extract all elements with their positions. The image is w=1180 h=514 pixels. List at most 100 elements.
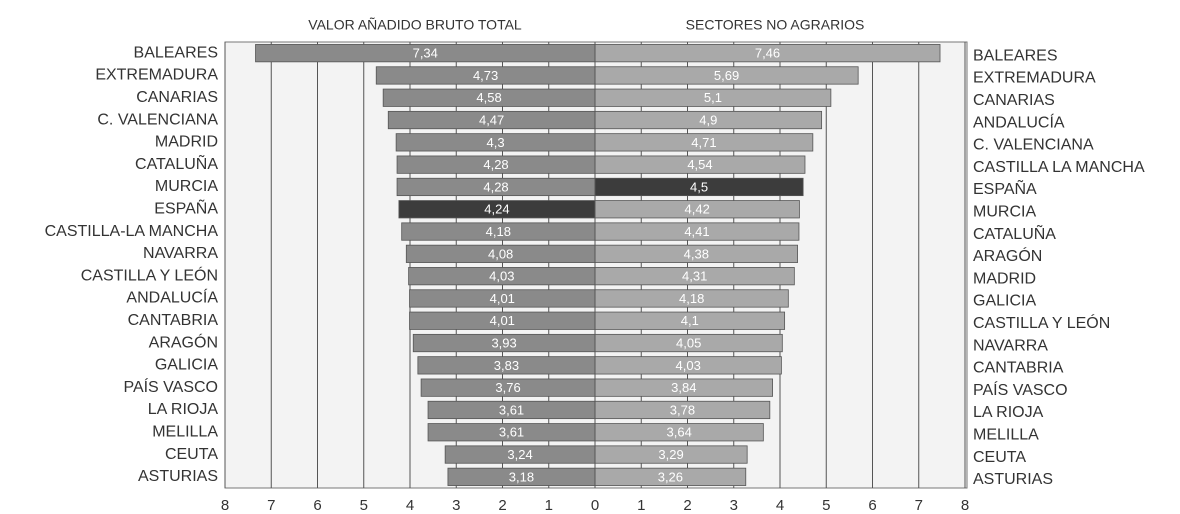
value-label: 4,24	[484, 202, 509, 217]
x-tick-label: 5	[360, 497, 368, 514]
category-label: ASTURIAS	[138, 468, 218, 485]
category-label: MURCIA	[973, 203, 1036, 220]
x-tick-label: 0	[591, 497, 599, 514]
value-label: 4,03	[489, 269, 514, 284]
x-tick-label: 2	[683, 497, 691, 514]
category-label: GALICIA	[155, 357, 218, 374]
value-label: 4,18	[679, 291, 704, 306]
value-label: 3,26	[658, 469, 683, 484]
category-label: BALEARES	[973, 47, 1057, 64]
category-label: EXTREMADURA	[95, 67, 218, 84]
category-label: MELILLA	[152, 423, 218, 440]
x-tick-label: 1	[637, 497, 645, 514]
category-label: CANTABRIA	[128, 312, 219, 329]
value-label: 4,18	[486, 224, 511, 239]
value-label: 4,28	[483, 179, 508, 194]
value-label: 3,84	[671, 380, 696, 395]
x-tick-label: 4	[776, 497, 784, 514]
value-label: 5,1	[704, 90, 722, 105]
x-tick-label: 5	[822, 497, 830, 514]
category-label: ANDALUCÍA	[126, 288, 218, 307]
value-label: 4,5	[690, 179, 708, 194]
category-label: C. VALENCIANA	[97, 111, 218, 128]
category-label: LA RIOJA	[148, 401, 219, 418]
category-label: CATALUÑA	[973, 223, 1056, 243]
category-label: CANTABRIA	[973, 360, 1064, 377]
category-label: ANDALUCÍA	[973, 112, 1065, 131]
value-label: 4,03	[676, 358, 701, 373]
category-label: CASTILLA Y LEÓN	[973, 313, 1110, 332]
category-label: CANARIAS	[136, 89, 218, 106]
category-label: CASTILLA Y LEÓN	[81, 265, 218, 284]
category-label: CATALUÑA	[135, 153, 218, 173]
value-label: 4,41	[684, 224, 709, 239]
x-tick-label: 7	[915, 497, 923, 514]
value-label: 3,64	[667, 425, 692, 440]
value-label: 4,71	[691, 135, 716, 150]
value-label: 3,18	[509, 469, 534, 484]
category-label: EXTREMADURA	[973, 70, 1096, 87]
value-label: 4,31	[682, 269, 707, 284]
category-label: PAÍS VASCO	[973, 380, 1068, 399]
category-label: ESPAÑA	[154, 197, 218, 217]
category-label: MELILLA	[973, 426, 1039, 443]
value-label: 4,3	[487, 135, 505, 150]
value-label: 4,42	[685, 202, 710, 217]
category-label: CEUTA	[973, 449, 1026, 466]
value-label: 7,34	[413, 46, 438, 61]
plot-area	[224, 41, 968, 489]
value-label: 3,24	[507, 447, 532, 462]
category-label: CASTILLA LA MANCHA	[973, 159, 1145, 176]
category-label: CASTILLA-LA MANCHA	[45, 223, 219, 240]
category-label: LA RIOJA	[973, 404, 1044, 421]
value-label: 4,28	[483, 157, 508, 172]
category-label: CANARIAS	[973, 92, 1055, 109]
value-label: 7,46	[755, 46, 780, 61]
value-label: 4,54	[687, 157, 712, 172]
value-label: 4,05	[676, 335, 701, 350]
value-label: 4,1	[681, 313, 699, 328]
x-tick-label: 3	[730, 497, 738, 514]
x-tick-label: 8	[221, 497, 229, 514]
x-tick-label: 8	[961, 497, 969, 514]
x-tick-label: 7	[267, 497, 275, 514]
value-label: 4,01	[490, 291, 515, 306]
value-label: 4,08	[488, 246, 513, 261]
value-label: 4,73	[473, 68, 498, 83]
category-label: ARAGÓN	[973, 246, 1042, 265]
x-tick-label: 3	[452, 497, 460, 514]
panel-title: VALOR AÑADIDO BRUTO TOTAL	[308, 17, 522, 33]
category-label: ASTURIAS	[973, 471, 1053, 488]
value-label: 4,47	[479, 112, 504, 127]
category-label: CEUTA	[165, 446, 218, 463]
x-tick-label: 4	[406, 497, 414, 514]
value-label: 4,9	[699, 112, 717, 127]
category-label: GALICIA	[973, 293, 1036, 310]
value-label: 3,76	[495, 380, 520, 395]
x-tick-label: 6	[313, 497, 321, 514]
x-tick-label: 1	[545, 497, 553, 514]
category-label: C. VALENCIANA	[973, 137, 1094, 154]
panel-title: SECTORES NO AGRARIOS	[686, 17, 865, 33]
value-label: 3,93	[491, 335, 516, 350]
category-label: NAVARRA	[143, 245, 218, 262]
category-label: ESPAÑA	[973, 178, 1037, 198]
category-label: NAVARRA	[973, 337, 1048, 354]
value-label: 4,38	[684, 246, 709, 261]
category-label: ARAGÓN	[149, 332, 218, 351]
value-label: 3,61	[499, 402, 524, 417]
value-label: 3,83	[494, 358, 519, 373]
category-label: MURCIA	[155, 178, 218, 195]
value-label: 4,01	[490, 313, 515, 328]
value-label: 3,29	[658, 447, 683, 462]
value-label: 4,58	[476, 90, 501, 105]
value-label: 3,78	[670, 402, 695, 417]
category-label: PAÍS VASCO	[123, 377, 218, 396]
category-label: MADRID	[155, 134, 218, 151]
x-tick-label: 6	[868, 497, 876, 514]
value-label: 5,69	[714, 68, 739, 83]
category-label: BALEARES	[134, 44, 218, 61]
value-label: 3,61	[499, 425, 524, 440]
x-tick-label: 2	[498, 497, 506, 514]
